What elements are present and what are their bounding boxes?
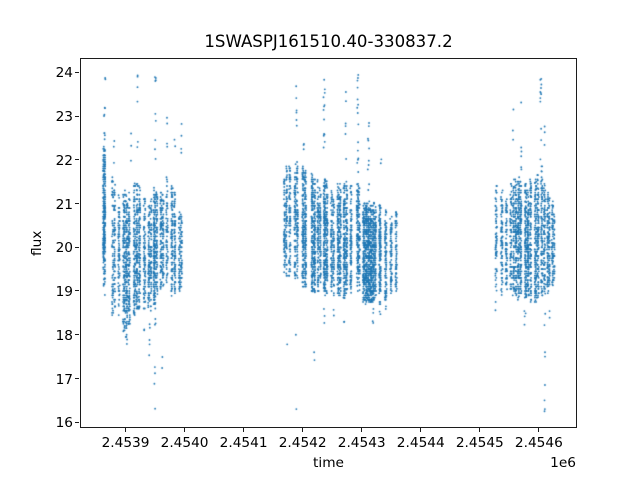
y-tick-label: 18: [55, 327, 73, 344]
y-tick-mark: [75, 421, 79, 423]
x-tick-label: 2.4539: [101, 434, 150, 451]
y-tick-mark: [75, 246, 79, 248]
y-axis-label: flux: [29, 230, 45, 256]
x-tick-label: 2.4546: [514, 434, 563, 451]
x-tick-mark: [479, 428, 481, 432]
x-tick-mark: [243, 428, 245, 432]
y-tick-label: 19: [55, 284, 73, 301]
y-tick-label: 23: [55, 109, 73, 126]
y-tick-label: 24: [55, 65, 73, 82]
y-tick-mark: [75, 203, 79, 204]
y-tick-label: 16: [55, 415, 73, 432]
x-tick-label: 2.4543: [337, 434, 386, 451]
y-tick-label: 22: [55, 152, 73, 169]
x-axis-label: time: [313, 455, 344, 471]
y-tick-mark: [75, 159, 79, 161]
x-tick-mark: [302, 428, 304, 432]
x-tick-mark: [125, 428, 127, 432]
y-tick-mark: [75, 71, 79, 73]
x-tick-mark: [184, 428, 186, 432]
y-tick-label: 20: [55, 240, 73, 257]
y-tick-label: 21: [55, 196, 73, 213]
y-tick-mark: [75, 290, 79, 292]
plot-area-border: [80, 58, 577, 428]
x-tick-label: 2.4541: [219, 434, 268, 451]
x-tick-label: 2.4542: [278, 434, 327, 451]
x-tick-mark: [420, 428, 422, 432]
y-tick-mark: [75, 334, 79, 336]
y-tick-mark: [75, 115, 79, 117]
y-tick-mark: [75, 377, 79, 379]
x-tick-label: 2.4544: [396, 434, 445, 451]
x-tick-mark: [361, 428, 363, 432]
x-tick-label: 2.4545: [455, 434, 504, 451]
x-tick-mark: [538, 428, 540, 432]
x-axis-offset-label: 1e6: [550, 455, 576, 471]
y-tick-label: 17: [55, 371, 73, 388]
chart-title: 1SWASPJ161510.40-330837.2: [204, 32, 453, 51]
x-tick-label: 2.4540: [160, 434, 209, 451]
